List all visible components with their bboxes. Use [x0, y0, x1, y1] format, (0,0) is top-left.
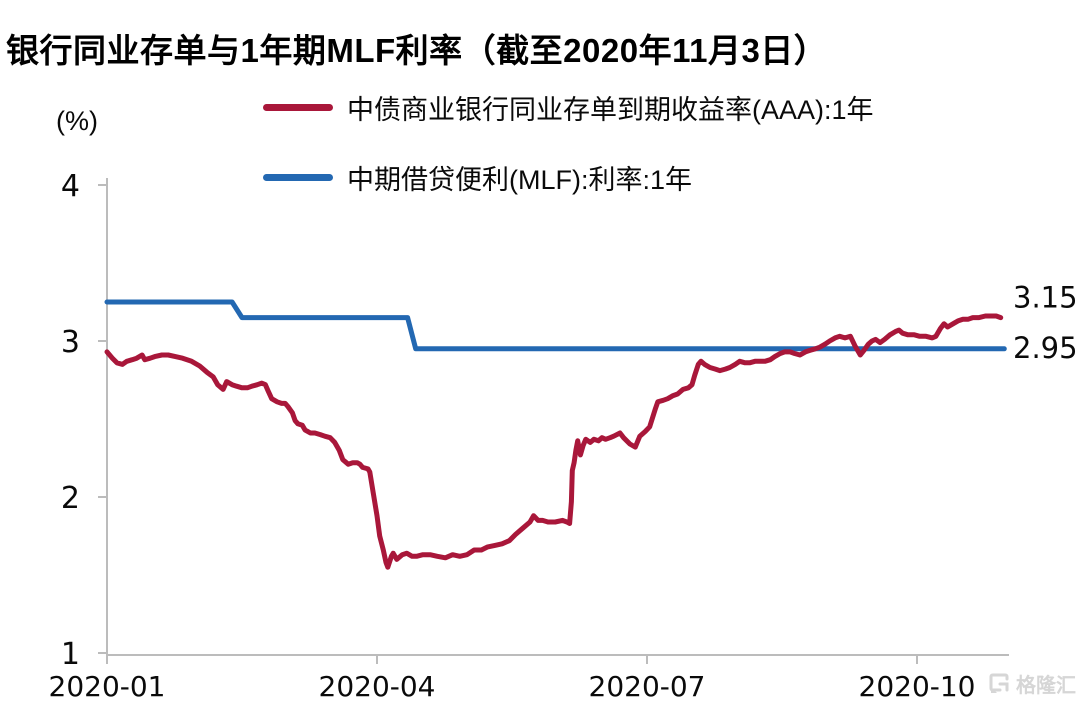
y-tick-label: 2: [61, 481, 80, 516]
legend-item-mlf-rate: 中期借贷便利(MLF):利率:1年: [263, 158, 874, 196]
chart-title: 银行同业存单与1年期MLF利率（截至2020年11月3日）: [6, 32, 828, 70]
mlf-rate-line: [104, 299, 1007, 352]
mlf-end-value-label: 2.95: [1013, 331, 1078, 365]
x-tick-label: 2020-10: [859, 670, 976, 703]
ncd-yield-legend-swatch: [263, 103, 333, 111]
mlf-rate-legend-swatch: [263, 173, 333, 181]
legend: 中债商业银行同业存单到期收益率(AAA):1年 中期借贷便利(MLF):利率:1…: [263, 88, 874, 196]
x-tick-label: 2020-07: [589, 670, 706, 703]
x-tick-label: 2020-01: [49, 670, 166, 703]
axes: 1 2 3 4 2020-01 2020-04 2020-07 2020-10: [49, 169, 1009, 703]
ncd-end-value-label: 3.15: [1013, 281, 1078, 315]
gelonghui-watermark: 格隆汇: [987, 669, 1076, 698]
gelonghui-logo-icon: [989, 673, 1009, 693]
ncd-yield-legend-label: 中债商业银行同业存单到期收益率(AAA):1年: [347, 94, 874, 125]
ncd-yield-line: [104, 313, 1004, 570]
legend-item-ncd-yield: 中债商业银行同业存单到期收益率(AAA):1年: [263, 88, 874, 126]
y-tick-label: 4: [61, 169, 80, 204]
y-tick-label: 3: [61, 325, 80, 360]
x-tick-label: 2020-04: [319, 670, 436, 703]
mlf-rate-legend-label: 中期借贷便利(MLF):利率:1年: [347, 164, 693, 195]
y-axis-unit-label: (%): [56, 106, 98, 136]
gelonghui-watermark-text: 格隆汇: [1016, 675, 1076, 697]
y-tick-label: 1: [61, 637, 80, 672]
